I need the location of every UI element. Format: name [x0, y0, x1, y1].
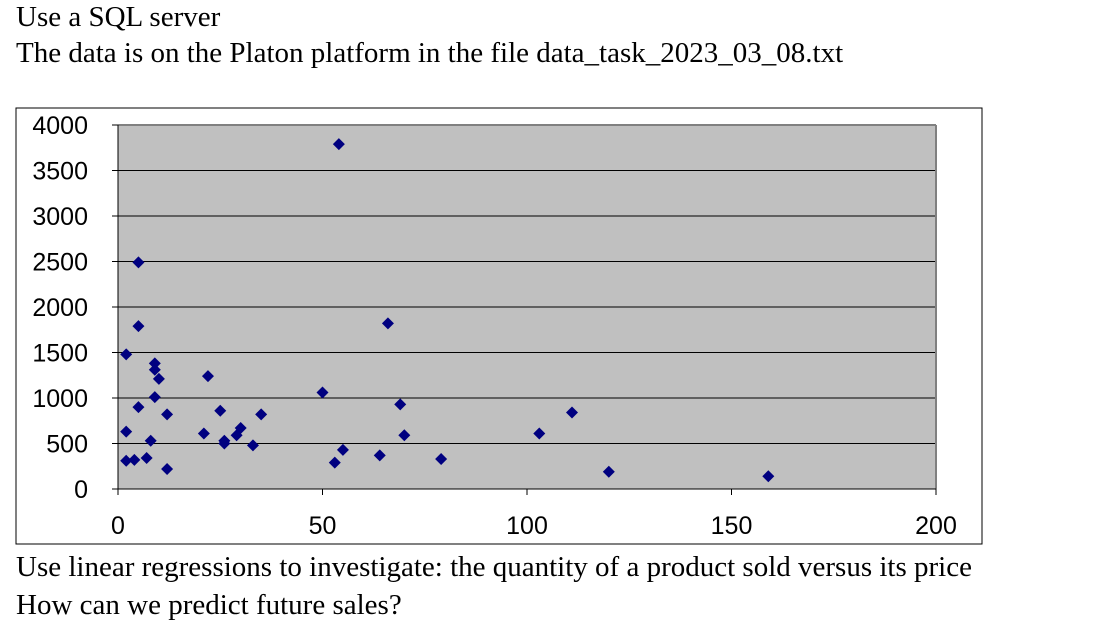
data-point	[161, 462, 174, 475]
data-point	[533, 427, 546, 440]
data-point	[602, 465, 615, 478]
y-tick-label-2500: 2500	[32, 249, 88, 277]
data-point	[120, 454, 133, 467]
data-point	[394, 398, 407, 411]
x-tick-label-200: 200	[915, 512, 957, 540]
data-point	[218, 437, 231, 450]
data-point	[230, 429, 243, 442]
data-point	[398, 429, 411, 442]
gridlines	[118, 170, 936, 444]
data-point	[336, 443, 349, 456]
data-point	[144, 434, 157, 447]
data-point	[161, 408, 174, 421]
data-point	[128, 453, 141, 466]
instruction-line-1: Use a SQL server	[16, 1, 221, 33]
instruction-line-3: Use linear regressions to investigate: t…	[16, 551, 972, 583]
data-point	[197, 427, 210, 440]
data-point	[381, 317, 394, 330]
data-point	[332, 138, 345, 151]
data-point	[148, 363, 161, 376]
y-tick-label-2000: 2000	[32, 294, 88, 322]
axes	[112, 124, 937, 495]
x-tick-label-100: 100	[506, 512, 548, 540]
data-point	[328, 456, 341, 469]
data-point	[148, 391, 161, 404]
plot-frame	[118, 124, 937, 489]
y-tick-label-0: 0	[74, 476, 88, 504]
y-tick-label-1000: 1000	[32, 385, 88, 413]
instruction-line-2: The data is on the Platon platform in th…	[16, 37, 844, 69]
data-point	[132, 320, 145, 333]
data-point	[316, 386, 329, 399]
data-point	[132, 401, 145, 414]
data-point	[152, 372, 165, 385]
x-tick-label-150: 150	[711, 512, 753, 540]
y-tick-label-4000: 4000	[32, 112, 88, 140]
data-point	[120, 425, 133, 438]
data-point	[435, 452, 448, 465]
data-point	[246, 439, 259, 452]
y-tick-label-3500: 3500	[32, 158, 88, 186]
x-tick-label-50: 50	[309, 512, 337, 540]
data-point	[214, 404, 227, 417]
data-point	[132, 256, 145, 269]
data-point	[565, 406, 578, 419]
x-tick-labels: 0 50 100 150 200	[111, 512, 957, 540]
data-point	[762, 470, 775, 483]
y-tick-label-1500: 1500	[32, 340, 88, 368]
data-point	[201, 370, 214, 383]
instruction-line-4: How can we predict future sales?	[16, 589, 402, 621]
y-tick-labels: 4000 3500 3000 2500 2000 1500 1000 500 0	[32, 112, 88, 504]
data-point	[148, 357, 161, 370]
data-points	[120, 138, 775, 483]
y-tick-label-3000: 3000	[32, 203, 88, 231]
data-point	[140, 452, 153, 465]
data-point	[120, 348, 133, 361]
data-point	[255, 408, 268, 421]
data-point	[373, 449, 386, 462]
x-tick-label-0: 0	[111, 512, 125, 540]
y-tick-label-500: 500	[46, 431, 88, 459]
